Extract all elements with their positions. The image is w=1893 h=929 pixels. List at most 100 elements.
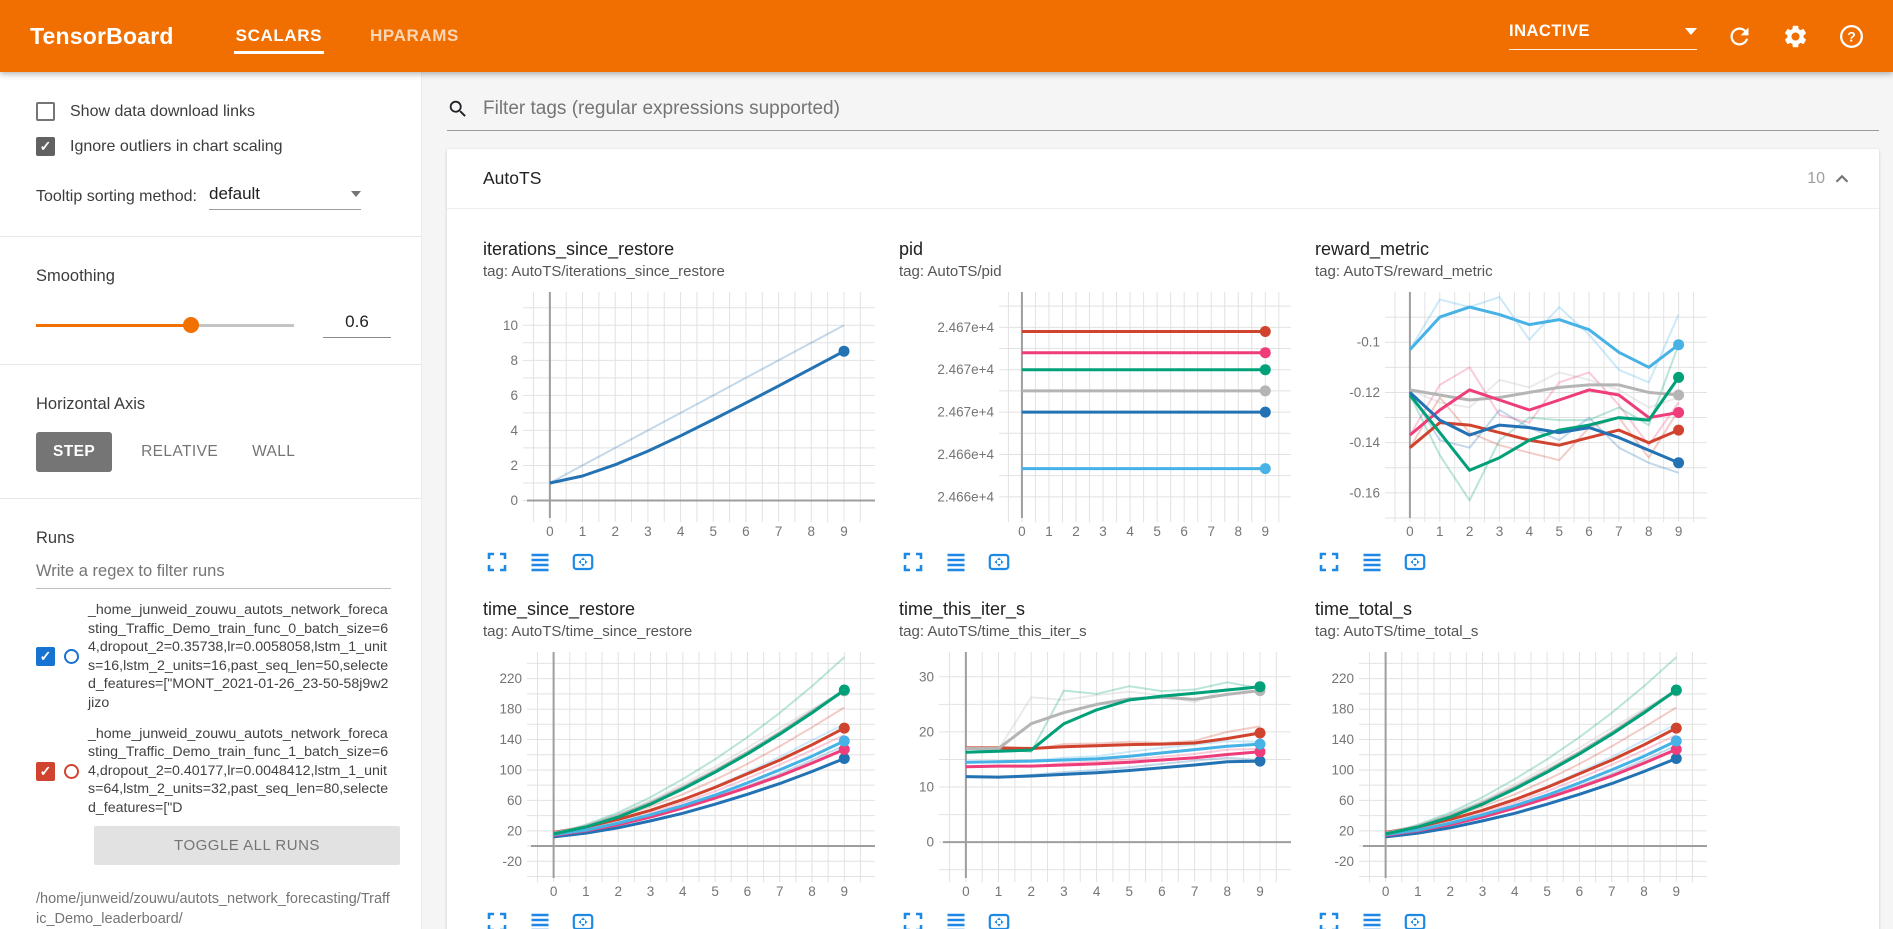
svg-text:4: 4 <box>677 524 685 539</box>
svg-text:9: 9 <box>841 884 849 899</box>
log-scale-button[interactable] <box>526 908 553 929</box>
show-download-links-row[interactable]: Show data download links <box>36 102 391 121</box>
smoothing-value-field[interactable]: 0.6 <box>323 312 391 338</box>
svg-text:140: 140 <box>499 732 522 747</box>
scalar-line-chart[interactable]: 0 2 4 6 8 10 0 1 2 3 4 5 6 7 8 9 <box>483 288 883 540</box>
axis-step-button[interactable]: STEP <box>36 432 113 472</box>
settings-button[interactable] <box>1781 22 1809 50</box>
ignore-outliers-checkbox[interactable] <box>36 137 55 156</box>
expand-chart-button[interactable] <box>1315 548 1342 575</box>
run-checkbox[interactable] <box>36 761 55 781</box>
svg-text:10: 10 <box>503 318 518 333</box>
fit-domain-icon <box>1404 553 1425 570</box>
scalar-line-chart[interactable]: -20 20 60 100 140 180 220 0 1 2 3 4 5 6 7 8 9 <box>483 648 883 900</box>
refresh-icon <box>1729 26 1748 45</box>
help-button[interactable]: ? <box>1837 22 1865 50</box>
log-scale-button[interactable] <box>526 548 553 575</box>
svg-text:2: 2 <box>510 458 518 473</box>
fit-domain-button[interactable] <box>985 908 1012 929</box>
chevron-down-icon <box>1685 28 1697 35</box>
runs-filter-input[interactable] <box>36 554 391 589</box>
svg-text:1: 1 <box>579 524 587 539</box>
scalar-line-chart[interactable]: -0.16 -0.14 -0.12 -0.1 0 1 2 3 4 5 6 7 8 9 <box>1315 288 1715 540</box>
scalar-line-chart[interactable]: 2.466e+4 2.466e+4 2.467e+4 2.467e+4 2.467e+4… <box>899 288 1299 540</box>
tooltip-sorting-row: Tooltip sorting method: default <box>36 184 391 210</box>
svg-text:7: 7 <box>1615 524 1623 539</box>
chart-tag: tag: AutoTS/reward_metric <box>1315 263 1493 280</box>
axis-wall-button[interactable]: WALL <box>252 443 296 460</box>
svg-text:4: 4 <box>510 423 518 438</box>
run-checkbox[interactable] <box>36 647 55 667</box>
scalar-line-chart[interactable]: -20 20 60 100 140 180 220 0 1 2 3 4 5 6 7 8 9 <box>1315 648 1715 900</box>
runs-section: Runs _home_junweid_zouwu_autots_network_… <box>0 499 421 875</box>
fit-domain-button[interactable] <box>569 908 596 929</box>
ignore-outliers-row[interactable]: Ignore outliers in chart scaling <box>36 137 391 156</box>
log-scale-button[interactable] <box>942 908 969 929</box>
fit-domain-icon <box>988 913 1009 929</box>
svg-text:100: 100 <box>1331 762 1354 777</box>
svg-text:3: 3 <box>644 524 652 539</box>
smoothing-slider-thumb[interactable] <box>182 317 199 333</box>
smoothing-slider-fill <box>36 324 191 327</box>
svg-text:8: 8 <box>1640 884 1648 899</box>
svg-text:10: 10 <box>919 780 934 795</box>
scalar-chart-card: time_total_s tag: AutoTS/time_total_s -2… <box>1315 599 1731 929</box>
toggle-all-runs-button[interactable]: TOGGLE ALL RUNS <box>94 825 400 865</box>
fit-domain-button[interactable] <box>569 548 596 575</box>
tab-hparams[interactable]: HPARAMS <box>370 26 459 45</box>
reload-status-dropdown[interactable]: INACTIVE <box>1509 22 1697 50</box>
expand-chart-button[interactable] <box>899 908 926 929</box>
svg-text:8: 8 <box>1224 884 1232 899</box>
svg-text:6: 6 <box>1158 884 1166 899</box>
smoothing-slider[interactable] <box>36 317 294 333</box>
top-tabs: SCALARS HPARAMS <box>233 0 461 72</box>
svg-text:9: 9 <box>840 524 848 539</box>
chart-tag: tag: AutoTS/time_since_restore <box>483 623 693 640</box>
svg-text:4: 4 <box>1526 524 1534 539</box>
expand-chart-button[interactable] <box>483 908 510 929</box>
axis-relative-button[interactable]: RELATIVE <box>141 443 219 460</box>
fit-domain-icon <box>572 913 593 929</box>
svg-text:7: 7 <box>1207 524 1215 539</box>
log-scale-button[interactable] <box>942 548 969 575</box>
refresh-button[interactable] <box>1725 22 1753 50</box>
svg-text:-20: -20 <box>502 854 522 869</box>
fit-domain-button[interactable] <box>1401 908 1428 929</box>
svg-text:4: 4 <box>679 884 687 899</box>
log-scale-button[interactable] <box>1358 908 1385 929</box>
run-item[interactable]: _home_junweid_zouwu_autots_network_forec… <box>36 601 391 713</box>
log-scale-button[interactable] <box>1358 548 1385 575</box>
logdir-path: /home/junweid/zouwu/autots_network_forec… <box>36 891 390 927</box>
tag-group-header[interactable]: AutoTS 10 <box>447 149 1879 209</box>
chevron-up-icon[interactable] <box>1831 168 1853 190</box>
show-download-links-checkbox[interactable] <box>36 102 55 121</box>
chart-actions <box>899 548 1315 575</box>
svg-text:6: 6 <box>1180 524 1188 539</box>
svg-text:3: 3 <box>1060 884 1068 899</box>
svg-text:5: 5 <box>1543 884 1551 899</box>
tooltip-sorting-select[interactable]: default <box>208 184 361 210</box>
scalar-chart-card: pid tag: AutoTS/pid 2.466e+4 2.466e+4 2.46… <box>899 239 1315 575</box>
expand-chart-button[interactable] <box>1315 908 1342 929</box>
scalar-line-chart[interactable]: 0 10 20 30 0 1 2 3 4 5 6 7 8 9 <box>899 648 1299 900</box>
run-radio[interactable] <box>64 649 79 665</box>
run-item[interactable]: _home_junweid_zouwu_autots_network_forec… <box>36 725 391 818</box>
svg-text:2: 2 <box>1027 884 1035 899</box>
fit-domain-button[interactable] <box>1401 548 1428 575</box>
svg-text:2.466e+4: 2.466e+4 <box>937 447 994 462</box>
svg-text:-0.12: -0.12 <box>1349 385 1380 400</box>
chart-actions <box>483 548 899 575</box>
expand-chart-button[interactable] <box>483 548 510 575</box>
horizontal-axis-section: Horizontal Axis STEP RELATIVE WALL <box>0 365 421 499</box>
scalar-chart-card: time_this_iter_s tag: AutoTS/time_this_i… <box>899 599 1315 929</box>
expand-chart-button[interactable] <box>899 548 926 575</box>
svg-text:6: 6 <box>742 524 750 539</box>
smoothing-section: Smoothing 0.6 <box>0 237 421 365</box>
tab-scalars[interactable]: SCALARS <box>233 16 325 56</box>
chart-title: time_this_iter_s <box>899 599 1026 619</box>
run-radio[interactable] <box>64 763 79 779</box>
tag-filter-input[interactable] <box>481 97 1879 121</box>
fit-domain-button[interactable] <box>985 548 1012 575</box>
svg-text:60: 60 <box>1339 793 1354 808</box>
smoothing-label: Smoothing <box>36 267 115 285</box>
